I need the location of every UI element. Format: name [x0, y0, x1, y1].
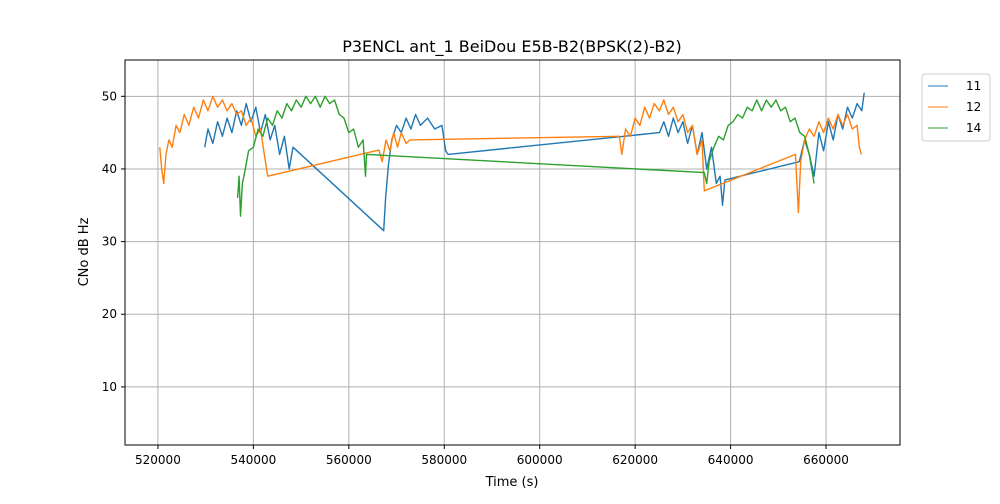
y-tick-label: 30 — [102, 235, 117, 249]
x-tick-label: 600000 — [517, 453, 563, 467]
legend-label-14: 14 — [966, 121, 981, 135]
x-tick-label: 540000 — [230, 453, 276, 467]
x-tick-label: 660000 — [803, 453, 849, 467]
y-tick-label: 20 — [102, 307, 117, 321]
x-tick-label: 620000 — [612, 453, 658, 467]
legend-frame — [921, 73, 991, 142]
series-11-line — [204, 92, 865, 232]
x-tick-label: 580000 — [421, 453, 467, 467]
series-lines — [159, 92, 865, 232]
legend-label-11: 11 — [966, 79, 981, 93]
chart-title: P3ENCL ant_1 BeiDou E5B-B2(BPSK(2)-B2) — [342, 37, 682, 57]
grid-lines — [125, 60, 900, 445]
x-axis-label: Time (s) — [485, 475, 539, 490]
series-14-line — [236, 95, 815, 217]
x-tick-label: 560000 — [326, 453, 372, 467]
y-tick-label: 40 — [102, 162, 117, 176]
y-tick-label: 10 — [102, 380, 117, 394]
legend-label-12: 12 — [966, 100, 981, 114]
x-tick-label: 640000 — [708, 453, 754, 467]
y-axis-label: CNo dB Hz — [77, 217, 92, 286]
y-tick-label: 50 — [102, 89, 117, 103]
x-axis: 520000 540000 560000 580000 600000 620000 6400… — [135, 445, 849, 467]
x-tick-label: 520000 — [135, 453, 181, 467]
legend: 11 12 14 — [921, 73, 991, 142]
series-12-line — [159, 95, 862, 214]
y-axis: 10 20 30 40 50 — [102, 89, 125, 394]
plot-frame — [124, 59, 901, 446]
